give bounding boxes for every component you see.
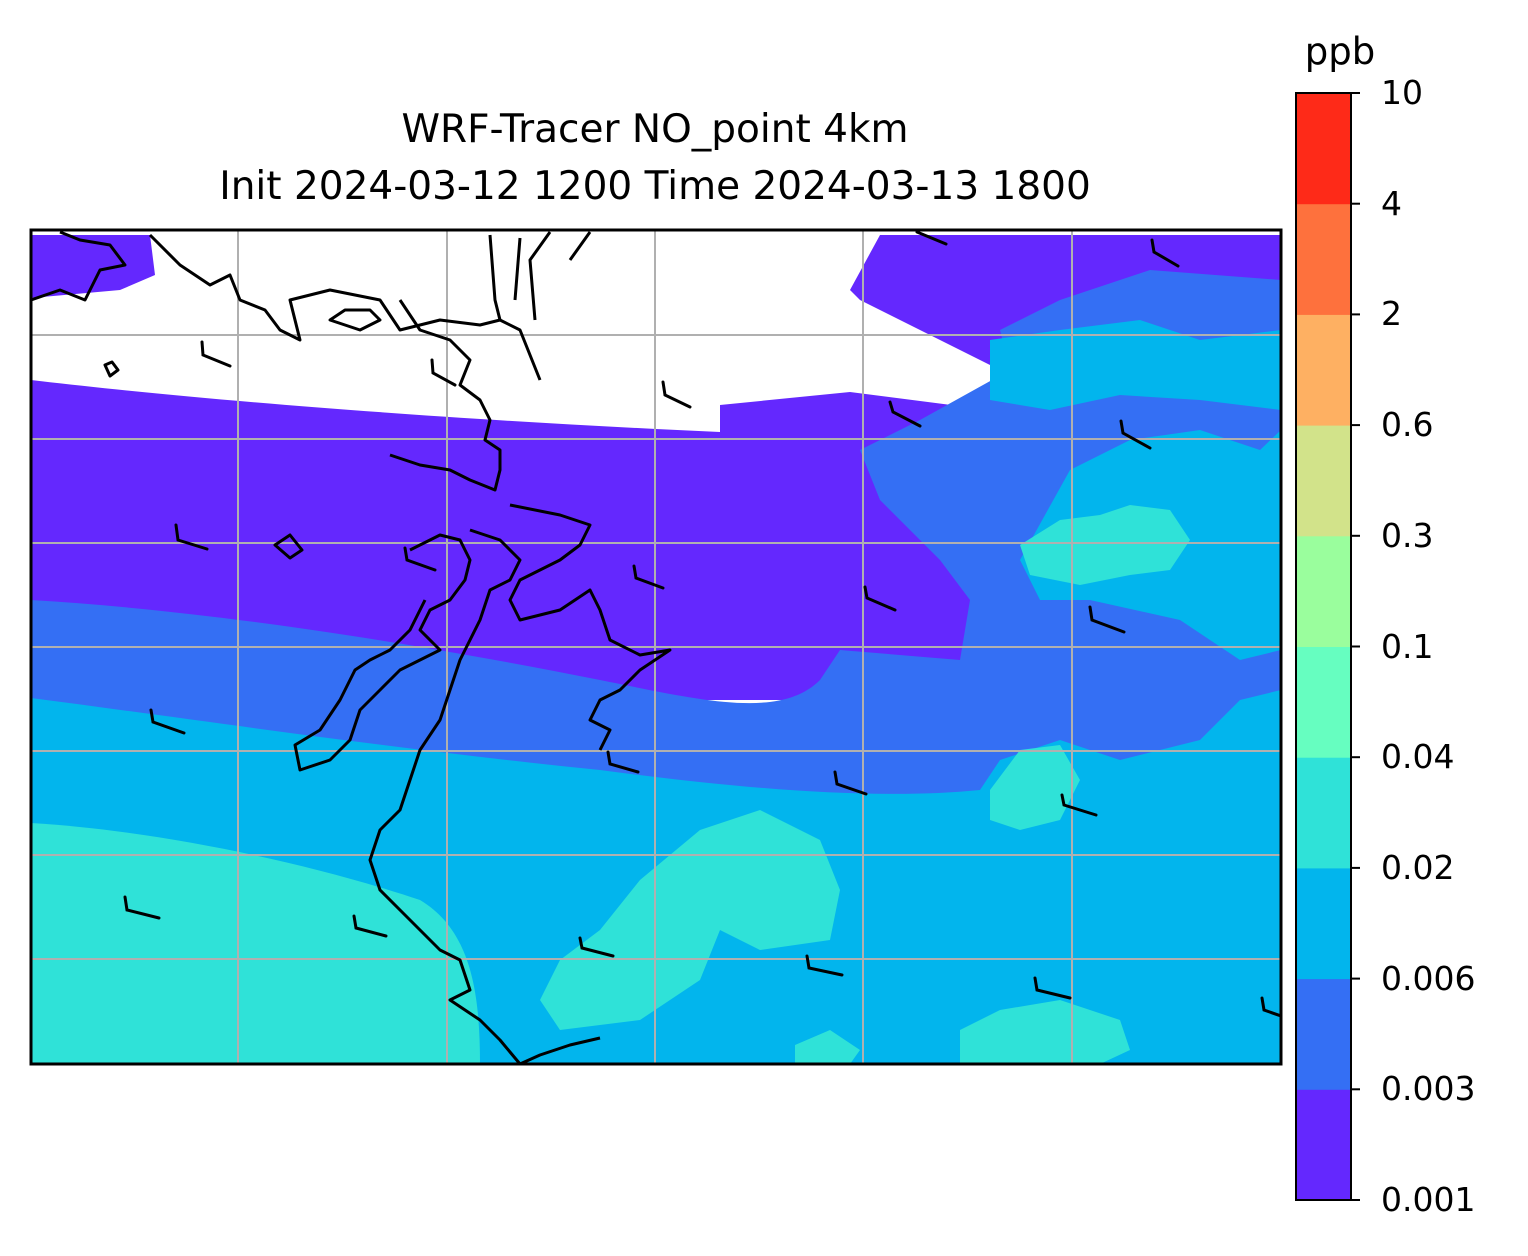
wind-barb bbox=[578, 936, 615, 958]
wind-barb bbox=[1260, 996, 1281, 1018]
map-gridlines bbox=[31, 230, 1281, 1064]
wind-barb bbox=[1150, 238, 1180, 268]
contour-band-0.02 bbox=[31, 823, 480, 1064]
colorbar-segment bbox=[1296, 314, 1351, 426]
colorbar-segment bbox=[1296, 93, 1351, 205]
wind-barb bbox=[606, 750, 640, 774]
map-frame bbox=[29, 228, 1283, 1066]
colorbar-tick-label: 0.1 bbox=[1381, 626, 1434, 666]
coastline-island-1 bbox=[328, 308, 382, 332]
wind-barb bbox=[888, 400, 922, 428]
colorbar-unit-label: ppb bbox=[1304, 30, 1376, 73]
colorbar-segment bbox=[1296, 1089, 1351, 1201]
coastline-fjords-2 bbox=[368, 528, 522, 1064]
wind-barb bbox=[430, 358, 457, 387]
colorbar-tick-label: 0.04 bbox=[1381, 737, 1455, 777]
colorbar-tick-label: 0.3 bbox=[1381, 515, 1434, 555]
coastline-coast-south bbox=[519, 1036, 601, 1064]
colorbar-tick-label: 0.6 bbox=[1381, 405, 1434, 445]
contour-band-0.02-east2 bbox=[990, 745, 1080, 830]
wind-barb bbox=[403, 546, 437, 572]
wind-barb bbox=[1060, 793, 1098, 817]
wind-barbs bbox=[123, 230, 1281, 1018]
contour-band-0.02-se bbox=[960, 1000, 1130, 1064]
wind-barb bbox=[123, 895, 161, 920]
coastline-fjords bbox=[293, 533, 472, 772]
wind-barb bbox=[1033, 976, 1072, 1000]
colorbar-tick-label: 0.02 bbox=[1381, 847, 1455, 887]
colorbar bbox=[1295, 92, 1360, 1201]
coastlines bbox=[31, 230, 672, 1064]
colorbar-segment bbox=[1296, 867, 1351, 980]
colorbar-segment bbox=[1296, 978, 1351, 1090]
colorbar-segment bbox=[1296, 646, 1351, 758]
wind-barb bbox=[149, 708, 186, 735]
coastline-island-3 bbox=[273, 533, 304, 560]
wind-barb bbox=[352, 914, 388, 938]
coastline-channel bbox=[488, 231, 592, 321]
colorbar-segment bbox=[1296, 425, 1351, 537]
colorbar-segment bbox=[1296, 535, 1351, 647]
coastline-mainland bbox=[508, 503, 672, 751]
colorbar-tick-label: 10 bbox=[1381, 73, 1423, 112]
wind-barb bbox=[661, 380, 692, 409]
wind-barb bbox=[805, 954, 844, 977]
colorbar-tick-label: 4 bbox=[1381, 183, 1402, 223]
wind-barb bbox=[174, 523, 209, 551]
map-title-line-2: Init 2024-03-12 1200 Time 2024-03-13 180… bbox=[219, 164, 1091, 209]
colorbar-segment bbox=[1296, 203, 1351, 315]
colorbar-tick-label: 0.006 bbox=[1381, 958, 1476, 998]
coastline-north bbox=[31, 230, 542, 381]
colorbar-tick-label: 0.003 bbox=[1381, 1069, 1476, 1109]
map-area bbox=[31, 230, 1281, 1064]
colorbar-segment bbox=[1296, 757, 1351, 869]
colorbar-tick-label: 0.001 bbox=[1381, 1180, 1476, 1219]
contour-band-0.001-topleft bbox=[31, 235, 155, 298]
map-title-line-1: WRF-Tracer NO_point 4km bbox=[401, 107, 909, 152]
contour-band-0.006-north bbox=[990, 320, 1281, 410]
wind-barb bbox=[863, 585, 897, 612]
wind-barb bbox=[200, 340, 232, 368]
coastline-peninsula bbox=[389, 299, 502, 492]
contour-band-0.02-mid bbox=[540, 810, 840, 1030]
contour-band-0.02-east bbox=[1020, 505, 1190, 585]
wind-barb bbox=[915, 230, 948, 246]
colorbar-tick-label: 2 bbox=[1381, 294, 1402, 334]
wind-barb bbox=[632, 564, 665, 590]
contour-band-0.02-s bbox=[795, 1030, 860, 1064]
coastline-island-2 bbox=[103, 360, 120, 378]
wind-barb bbox=[1088, 605, 1126, 634]
wind-barb bbox=[1119, 419, 1152, 450]
wind-barb bbox=[833, 770, 868, 796]
